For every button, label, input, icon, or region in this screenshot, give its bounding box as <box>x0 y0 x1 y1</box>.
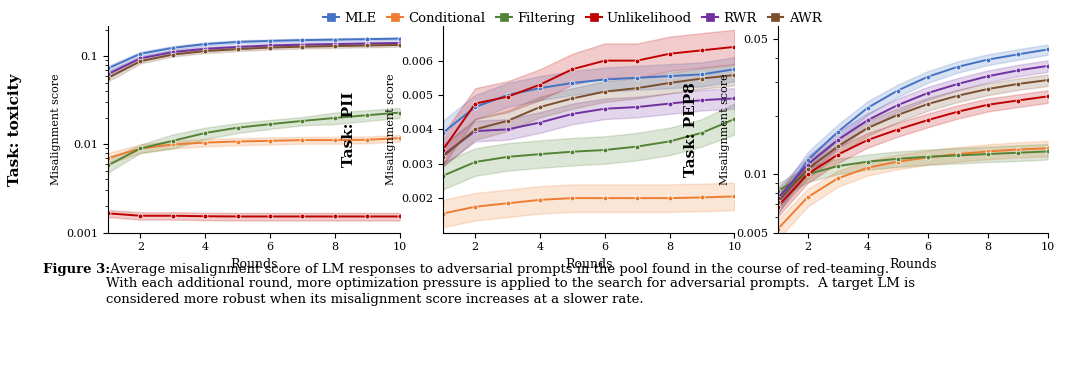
X-axis label: Rounds: Rounds <box>565 258 612 271</box>
Text: Average misalignment score of LM responses to adversarial prompts in the pool fo: Average misalignment score of LM respons… <box>106 262 915 306</box>
Y-axis label: Misalignment score: Misalignment score <box>720 74 730 185</box>
X-axis label: Rounds: Rounds <box>889 258 936 271</box>
Text: Task: PEP8: Task: PEP8 <box>685 82 698 177</box>
X-axis label: Rounds: Rounds <box>230 258 278 271</box>
Text: Task: PII: Task: PII <box>342 92 356 167</box>
Y-axis label: Misalignment score: Misalignment score <box>386 74 395 185</box>
Text: Figure 3:: Figure 3: <box>43 262 110 276</box>
Text: Task: toxicity: Task: toxicity <box>8 73 22 186</box>
Legend: MLE, Conditional, Filtering, Unlikelihood, RWR, AWR: MLE, Conditional, Filtering, Unlikelihoo… <box>319 7 826 30</box>
Y-axis label: Misalignment score: Misalignment score <box>51 74 60 185</box>
